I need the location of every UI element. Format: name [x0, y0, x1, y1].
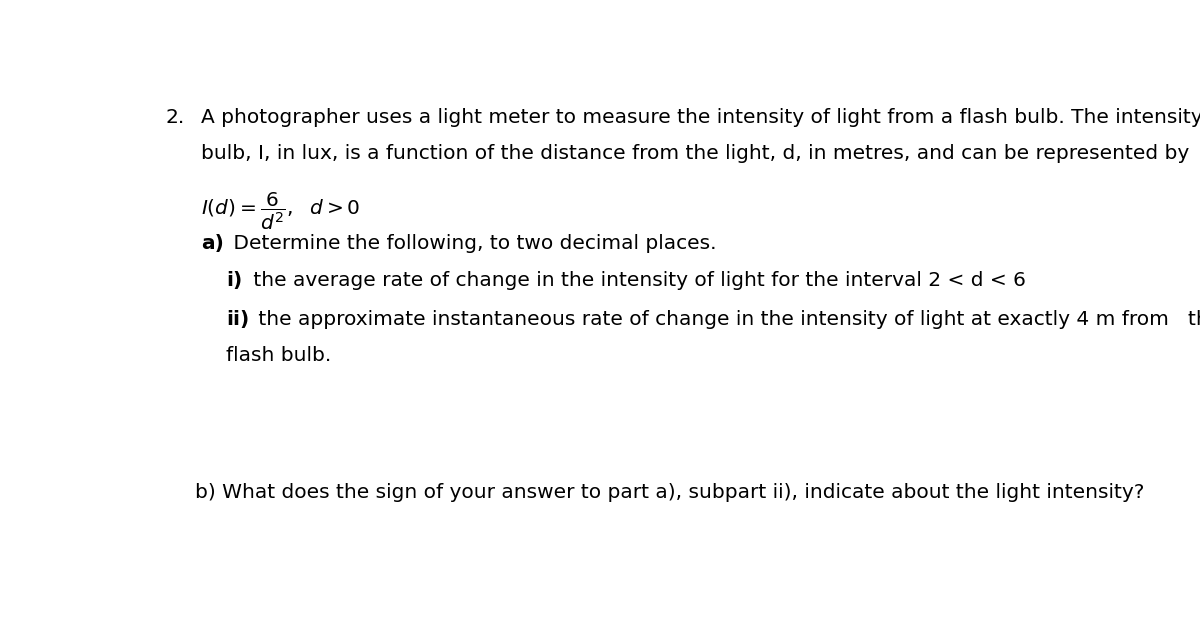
Text: $I(d) = \dfrac{6}{d^2},$  $d > 0$: $I(d) = \dfrac{6}{d^2},$ $d > 0$ [202, 190, 361, 232]
Text: the approximate instantaneous rate of change in the intensity of light at exactl: the approximate instantaneous rate of ch… [252, 310, 1200, 329]
Text: a): a) [202, 234, 224, 253]
Text: the average rate of change in the intensity of light for the interval 2 < d < 6: the average rate of change in the intens… [247, 272, 1026, 290]
Text: ii): ii) [227, 310, 250, 329]
Text: flash bulb.: flash bulb. [227, 346, 331, 365]
Text: bulb, I, in lux, is a function of the distance from the light, d, in metres, and: bulb, I, in lux, is a function of the di… [202, 145, 1189, 163]
Text: A photographer uses a light meter to measure the intensity of light from a flash: A photographer uses a light meter to mea… [202, 108, 1200, 127]
Text: b) What does the sign of your answer to part a), subpart ii), indicate about the: b) What does the sign of your answer to … [194, 483, 1144, 503]
Text: i): i) [227, 272, 242, 290]
Text: Determine the following, to two decimal places.: Determine the following, to two decimal … [227, 234, 716, 253]
Text: 2.: 2. [166, 108, 185, 127]
